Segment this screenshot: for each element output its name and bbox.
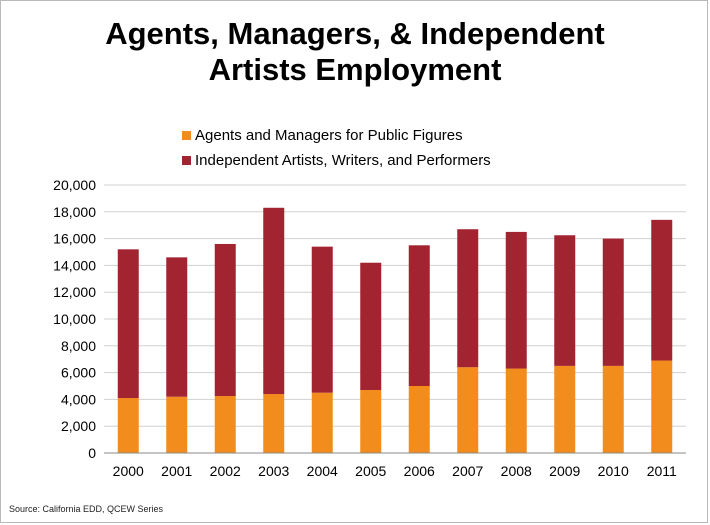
bar-agents-2006 [408,386,430,453]
x-tick-label: 2007 [452,463,483,479]
stacked-bar-chart: Agents and Managers for Public Figures I… [53,127,686,479]
bar-agents-2004 [311,392,333,453]
y-tick-label: 18,000 [53,204,96,220]
x-tick-label: 2005 [355,463,386,479]
bar-artists-2010 [602,238,624,366]
x-tick-label: 2010 [598,463,629,479]
bars [117,207,673,453]
legend-label-agents: Agents and Managers for Public Figures [195,127,463,144]
bar-agents-2002 [214,396,236,453]
y-tick-label: 12,000 [53,284,96,300]
y-axis-tick-labels: 0 2,000 4,000 6,000 8,000 10,000 12,000 14,000 1… [53,177,96,461]
bar-agents-2001 [166,396,188,453]
x-tick-label: 2004 [307,463,338,479]
bar-agents-2009 [554,365,576,453]
source-note: Source: California EDD, QCEW Series [9,504,164,514]
bar-agents-2011 [651,360,673,453]
bar-artists-2008 [505,231,527,369]
x-tick-label: 2002 [210,463,241,479]
x-tick-label: 2009 [549,463,580,479]
bar-agents-2000 [117,398,139,453]
x-tick-label: 2000 [113,463,144,479]
y-tick-label: 4,000 [61,391,96,407]
y-tick-label: 16,000 [53,231,96,247]
gridlines [104,184,686,427]
bar-artists-2000 [117,249,139,399]
x-tick-label: 2008 [501,463,532,479]
legend-label-artists: Independent Artists, Writers, and Perfor… [195,152,491,169]
y-tick-label: 10,000 [53,311,96,327]
legend: Agents and Managers for Public Figures I… [182,127,491,169]
bar-artists-2011 [651,219,673,361]
chart-title-line-1: Agents, Managers, & Independent [105,16,605,51]
bar-artists-2001 [166,257,188,397]
y-tick-label: 0 [88,445,96,461]
x-tick-label: 2001 [161,463,192,479]
chart-title: Agents, Managers, & Independent Artists … [0,16,710,88]
x-tick-label: 2011 [647,463,677,479]
y-tick-label: 8,000 [61,338,96,354]
legend-swatch-artists [182,156,191,165]
y-tick-label: 6,000 [61,365,96,381]
y-tick-label: 20,000 [53,177,96,193]
x-axis-tick-labels: 2000 2001 2002 2003 2004 2005 2006 2007 2008 2009… [113,463,677,479]
bar-artists-2004 [311,246,333,393]
bar-artists-2006 [408,245,430,386]
bar-artists-2009 [554,235,576,366]
bar-agents-2008 [505,368,527,453]
y-tick-label: 14,000 [53,257,96,273]
bar-agents-2010 [602,365,624,453]
x-tick-label: 2003 [258,463,289,479]
legend-swatch-agents [182,131,191,140]
bar-artists-2005 [360,262,382,391]
bar-artists-2007 [457,229,479,368]
bar-agents-2007 [457,367,479,453]
chart-title-line-2: Artists Employment [208,52,502,87]
bar-agents-2003 [263,394,285,453]
x-tick-label: 2006 [404,463,435,479]
bar-artists-2003 [263,207,285,395]
bar-artists-2002 [214,243,236,397]
y-tick-label: 2,000 [61,418,96,434]
bar-agents-2005 [360,390,382,453]
